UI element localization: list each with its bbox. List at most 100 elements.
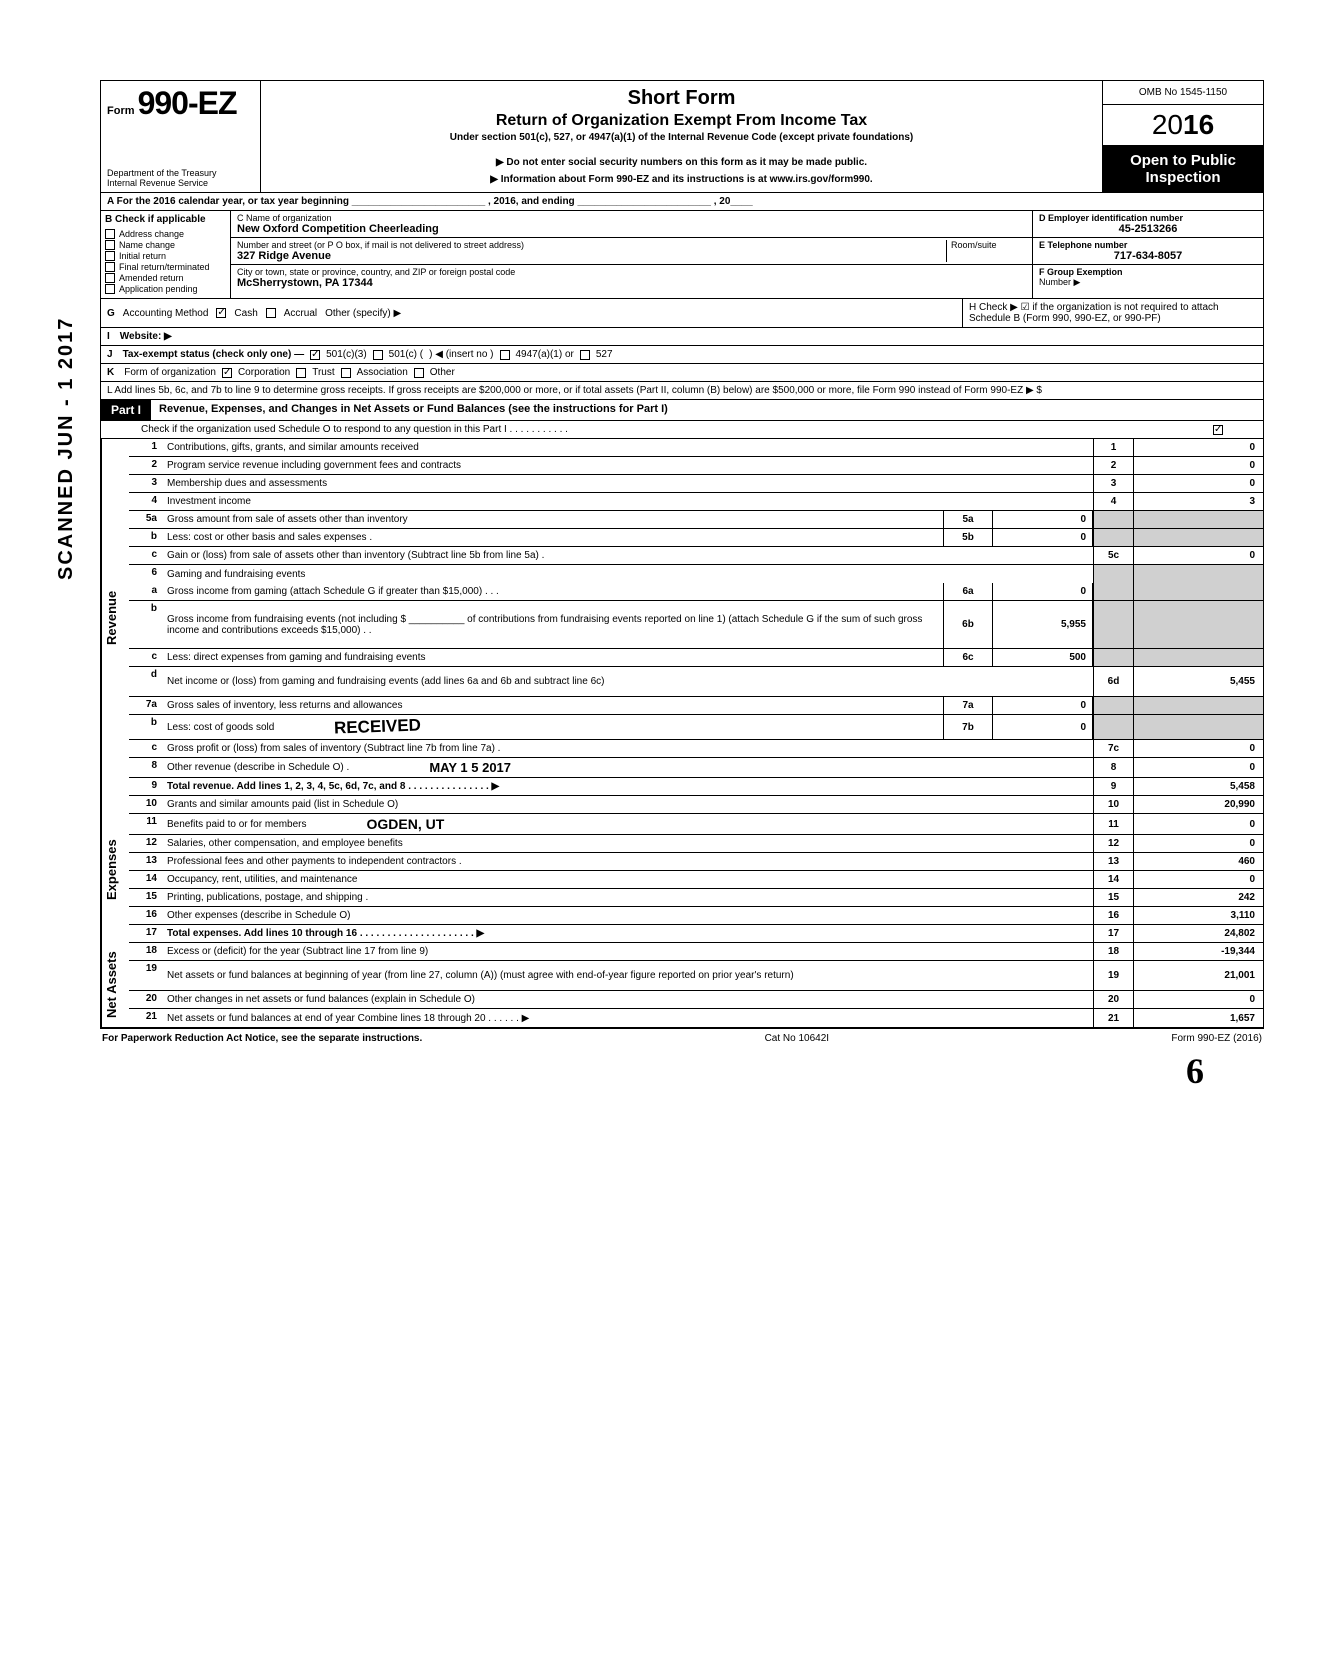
line-desc: Excess or (deficit) for the year (Subtra… (163, 943, 1093, 960)
line-col: 5c (1093, 547, 1133, 564)
chk-501c[interactable] (373, 350, 383, 360)
line-col: 9 (1093, 778, 1133, 795)
chk-name-change[interactable]: Name change (105, 240, 226, 250)
received-stamp: RECEIVED (334, 715, 422, 738)
row-l-gross-receipts: L Add lines 5b, 6c, and 7b to line 9 to … (100, 382, 1264, 400)
opt-other: Other (430, 367, 455, 378)
line-desc: Printing, publications, postage, and shi… (163, 889, 1093, 906)
chk-cash[interactable] (216, 308, 226, 318)
grp-label: F Group Exemption (1039, 267, 1257, 277)
row-k-label: K (107, 367, 114, 378)
chk-application-pending[interactable]: Application pending (105, 284, 226, 294)
col-d-ids: D Employer identification number 45-2513… (1033, 211, 1263, 298)
shade-cell (1093, 697, 1133, 714)
chk-corporation[interactable] (222, 368, 232, 378)
line-15: 15Printing, publications, postage, and s… (129, 889, 1263, 907)
chk-label: Address change (119, 229, 184, 239)
line-num: 12 (129, 835, 163, 852)
line-6a: aGross income from gaming (attach Schedu… (129, 583, 1263, 601)
tel-value: 717-634-8057 (1039, 250, 1257, 262)
line-num: 21 (129, 1009, 163, 1027)
line-10: 10Grants and similar amounts paid (list … (129, 796, 1263, 814)
chk-label: Initial return (119, 251, 166, 261)
part-1-header: Part I Revenue, Expenses, and Changes in… (100, 400, 1264, 421)
opt-4947: 4947(a)(1) or (516, 349, 574, 360)
chk-527[interactable] (580, 350, 590, 360)
grp-cell: F Group Exemption Number ▶ (1033, 265, 1263, 290)
form-title: Short Form (271, 87, 1092, 110)
row-g-text: Accounting Method (123, 308, 209, 319)
chk-501c3[interactable] (310, 350, 320, 360)
line-desc: Other revenue (describe in Schedule O) . (167, 762, 349, 773)
shade-cell (1133, 649, 1263, 666)
line-desc: Net income or (loss) from gaming and fun… (163, 667, 1093, 696)
line-midval: 0 (993, 583, 1093, 600)
line-col: 18 (1093, 943, 1133, 960)
line-6d: dNet income or (loss) from gaming and fu… (129, 667, 1263, 697)
form-under-text: Under section 501(c), 527, or 4947(a)(1)… (271, 132, 1092, 143)
col-c-org-info: C Name of organization New Oxford Compet… (231, 211, 1033, 298)
row-k-form-of-org: K Form of organization Corporation Trust… (100, 364, 1264, 382)
form-number: 990-EZ (138, 85, 237, 121)
chk-address-change[interactable]: Address change (105, 229, 226, 239)
line-col: 11 (1093, 814, 1133, 834)
line-3: 3Membership dues and assessments30 (129, 475, 1263, 493)
form-ssn-notice: ▶ Do not enter social security numbers o… (271, 157, 1092, 168)
chk-schedule-o[interactable] (1213, 425, 1223, 435)
line-col: 8 (1093, 758, 1133, 777)
chk-trust[interactable] (296, 368, 306, 378)
city-value: McSherrystown, PA 17344 (237, 277, 1026, 289)
opt-527: 527 (596, 349, 613, 360)
line-6: 6Gaming and fundraising events (129, 565, 1263, 583)
row-j-label: J (107, 349, 113, 360)
ogden-stamp: OGDEN, UT (367, 816, 445, 832)
line-17: 17Total expenses. Add lines 10 through 1… (129, 925, 1263, 943)
chk-final-return[interactable]: Final return/terminated (105, 262, 226, 272)
line-col: 14 (1093, 871, 1133, 888)
revenue-rows: 1Contributions, gifts, grants, and simil… (129, 439, 1263, 796)
org-name-value: New Oxford Competition Cheerleading (237, 223, 1026, 235)
shade-cell (1133, 715, 1263, 739)
row-i-text: Website: ▶ (120, 331, 172, 342)
line-desc: Occupancy, rent, utilities, and maintena… (163, 871, 1093, 888)
chk-initial-return[interactable]: Initial return (105, 251, 226, 261)
org-name-label: C Name of organization (237, 213, 1026, 223)
handwritten-tick: 6 (100, 1050, 1264, 1092)
row-l-text: L Add lines 5b, 6c, and 7b to line 9 to … (107, 385, 1042, 396)
line-desc: Net assets or fund balances at end of ye… (163, 1009, 1093, 1027)
line-19: 19Net assets or fund balances at beginni… (129, 961, 1263, 991)
line-8: 8 Other revenue (describe in Schedule O)… (129, 758, 1263, 778)
line-num: 17 (129, 925, 163, 942)
chk-association[interactable] (341, 368, 351, 378)
col-b-checkboxes: B Check if applicable Address change Nam… (101, 211, 231, 298)
open-to-public-badge: Open to Public Inspection (1103, 146, 1263, 192)
opt-corp: Corporation (238, 367, 290, 378)
line-7a: 7aGross sales of inventory, less returns… (129, 697, 1263, 715)
line-16: 16Other expenses (describe in Schedule O… (129, 907, 1263, 925)
line-11: 11 Benefits paid to or for members OGDEN… (129, 814, 1263, 835)
line-mid: 7b (943, 715, 993, 739)
chk-amended-return[interactable]: Amended return (105, 273, 226, 283)
org-name-cell: C Name of organization New Oxford Compet… (231, 211, 1032, 238)
line-val: 460 (1133, 853, 1263, 870)
line-midval: 0 (993, 697, 1093, 714)
line-val: 1,657 (1133, 1009, 1263, 1027)
line-desc: Professional fees and other payments to … (163, 853, 1093, 870)
chk-other-org[interactable] (414, 368, 424, 378)
line-desc: Gross income from gaming (attach Schedul… (163, 583, 943, 600)
chk-accrual[interactable] (266, 308, 276, 318)
line-num: 8 (129, 758, 163, 777)
line-num: c (129, 649, 163, 666)
line-col: 17 (1093, 925, 1133, 942)
line-desc: Gross income from fundraising events (no… (163, 601, 943, 648)
chk-4947[interactable] (500, 350, 510, 360)
line-num: a (129, 583, 163, 600)
row-g-h: G Accounting Method Cash Accrual Other (… (100, 299, 1264, 328)
opt-501c: 501(c) ( (389, 349, 423, 360)
line-val: 5,455 (1133, 667, 1263, 696)
addr-value: 327 Ridge Avenue (237, 250, 946, 262)
line-mid: 6b (943, 601, 993, 648)
line-desc-8: Other revenue (describe in Schedule O) .… (163, 758, 1093, 777)
shade-cell (1133, 511, 1263, 528)
opt-501c3: 501(c)(3) (326, 349, 367, 360)
